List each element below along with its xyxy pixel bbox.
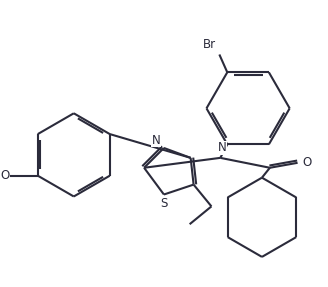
Text: S: S <box>160 197 168 210</box>
Text: N: N <box>152 133 160 147</box>
Text: N: N <box>218 141 227 154</box>
Text: Br: Br <box>203 38 216 51</box>
Text: O: O <box>302 156 311 169</box>
Text: O: O <box>0 169 10 182</box>
